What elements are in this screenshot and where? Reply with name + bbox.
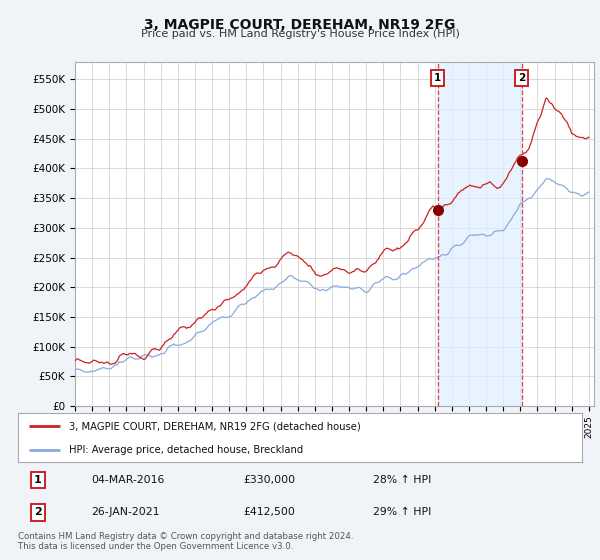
Text: HPI: Average price, detached house, Breckland: HPI: Average price, detached house, Brec… xyxy=(69,445,303,455)
Text: 1: 1 xyxy=(434,73,441,83)
Text: 29% ↑ HPI: 29% ↑ HPI xyxy=(373,507,431,517)
Text: £330,000: £330,000 xyxy=(244,475,296,486)
Text: Price paid vs. HM Land Registry's House Price Index (HPI): Price paid vs. HM Land Registry's House … xyxy=(140,29,460,39)
Text: 26-JAN-2021: 26-JAN-2021 xyxy=(91,507,160,517)
Text: 1: 1 xyxy=(34,475,41,486)
Text: £412,500: £412,500 xyxy=(244,507,295,517)
Text: 2: 2 xyxy=(34,507,41,517)
Text: 3, MAGPIE COURT, DEREHAM, NR19 2FG (detached house): 3, MAGPIE COURT, DEREHAM, NR19 2FG (deta… xyxy=(69,421,361,431)
Text: 28% ↑ HPI: 28% ↑ HPI xyxy=(373,475,431,486)
Text: 2: 2 xyxy=(518,73,525,83)
Bar xyxy=(437,62,521,406)
Text: 04-MAR-2016: 04-MAR-2016 xyxy=(91,475,164,486)
Text: 3, MAGPIE COURT, DEREHAM, NR19 2FG: 3, MAGPIE COURT, DEREHAM, NR19 2FG xyxy=(145,18,455,32)
Text: Contains HM Land Registry data © Crown copyright and database right 2024.
This d: Contains HM Land Registry data © Crown c… xyxy=(18,532,353,552)
